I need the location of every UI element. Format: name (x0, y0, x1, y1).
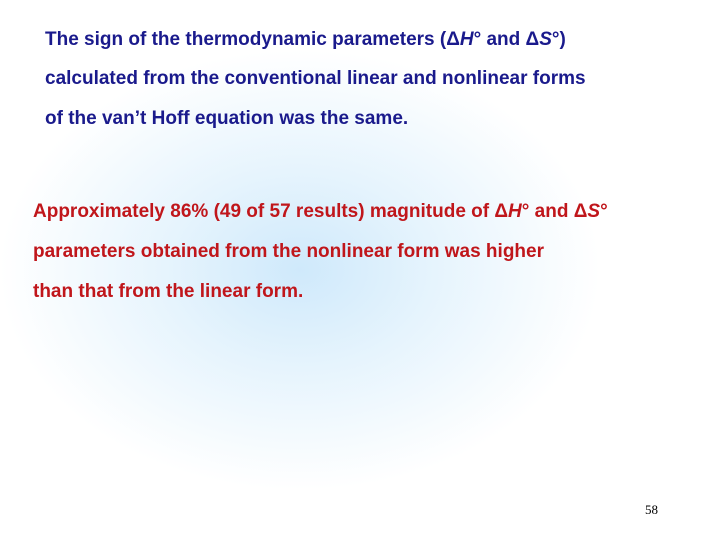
text: The sign of the thermodynamic parameters… (45, 29, 460, 50)
text: parameters obtained from the nonlinear f… (33, 241, 544, 262)
text: S (539, 29, 552, 50)
text-line: calculated from the conventional linear … (45, 69, 586, 88)
text: Approximately 86% (49 of 57 results) mag… (33, 201, 509, 222)
text: ° (600, 201, 608, 222)
text-line: than that from the linear form. (33, 282, 303, 301)
text-line: parameters obtained from the nonlinear f… (33, 242, 544, 261)
text: ° and Δ (521, 201, 588, 222)
text: of the van’t Hoff equation was the same. (45, 108, 409, 129)
text: ° and Δ (473, 29, 540, 50)
text: °) (551, 29, 566, 50)
text-line: of the van’t Hoff equation was the same. (45, 109, 408, 128)
text: H (508, 201, 522, 222)
text: H (459, 29, 474, 50)
text: calculated from the conventional linear … (45, 68, 586, 89)
text: S (587, 201, 601, 222)
page-number: 58 (645, 502, 658, 517)
text-line: Approximately 86% (49 of 57 results) mag… (33, 202, 608, 221)
text-line: The sign of the thermodynamic parameters… (45, 30, 566, 49)
text: than that from the linear form. (33, 281, 304, 302)
